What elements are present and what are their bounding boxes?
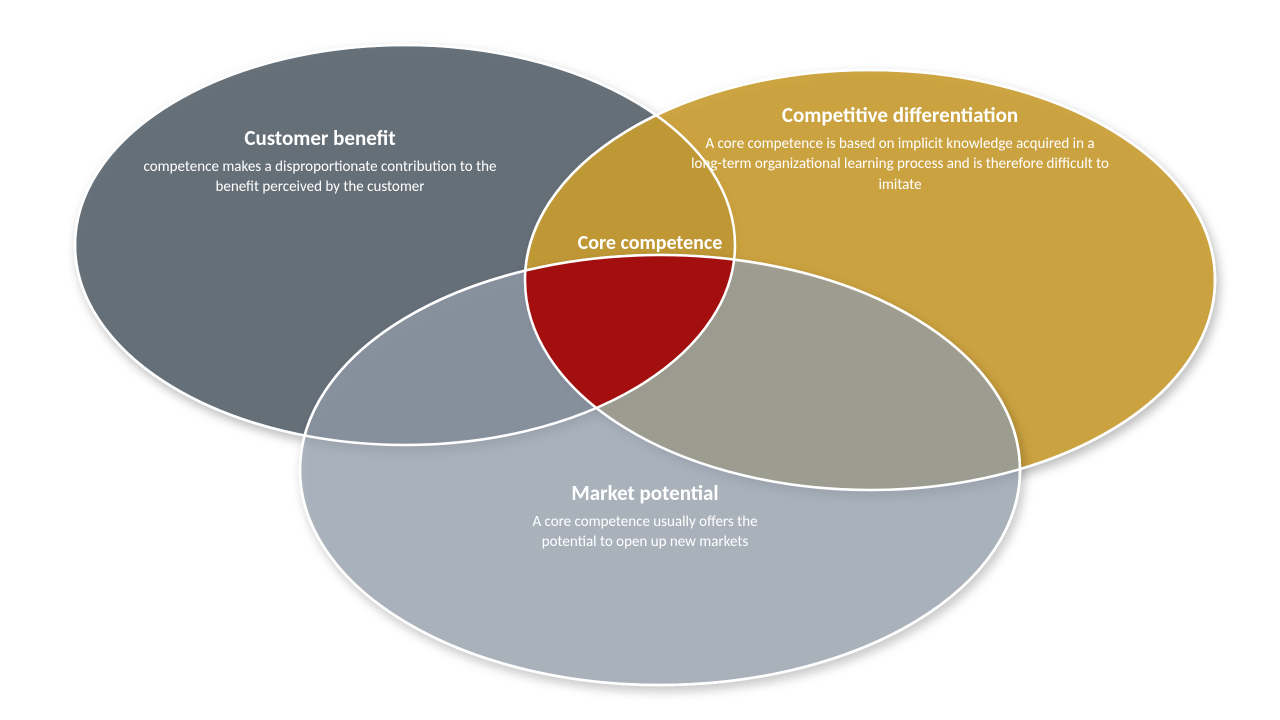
label-core-competence: Core competence (570, 232, 730, 255)
title-market-potential: Market potential (505, 480, 785, 506)
body-competitive-differentiation: A core competence is based on implicit k… (690, 134, 1110, 195)
title-customer-benefit: Customer benefit (130, 125, 510, 151)
venn-diagram: Customer benefit competence makes a disp… (0, 0, 1280, 720)
body-market-potential: A core competence usually offers the pot… (505, 512, 785, 553)
title-competitive-differentiation: Competitive differentiation (690, 102, 1110, 128)
label-market-potential: Market potential A core competence usual… (505, 480, 785, 553)
label-customer-benefit: Customer benefit competence makes a disp… (130, 125, 510, 198)
body-customer-benefit: competence makes a disproportionate cont… (130, 157, 510, 198)
label-competitive-differentiation: Competitive differentiation A core compe… (690, 102, 1110, 195)
